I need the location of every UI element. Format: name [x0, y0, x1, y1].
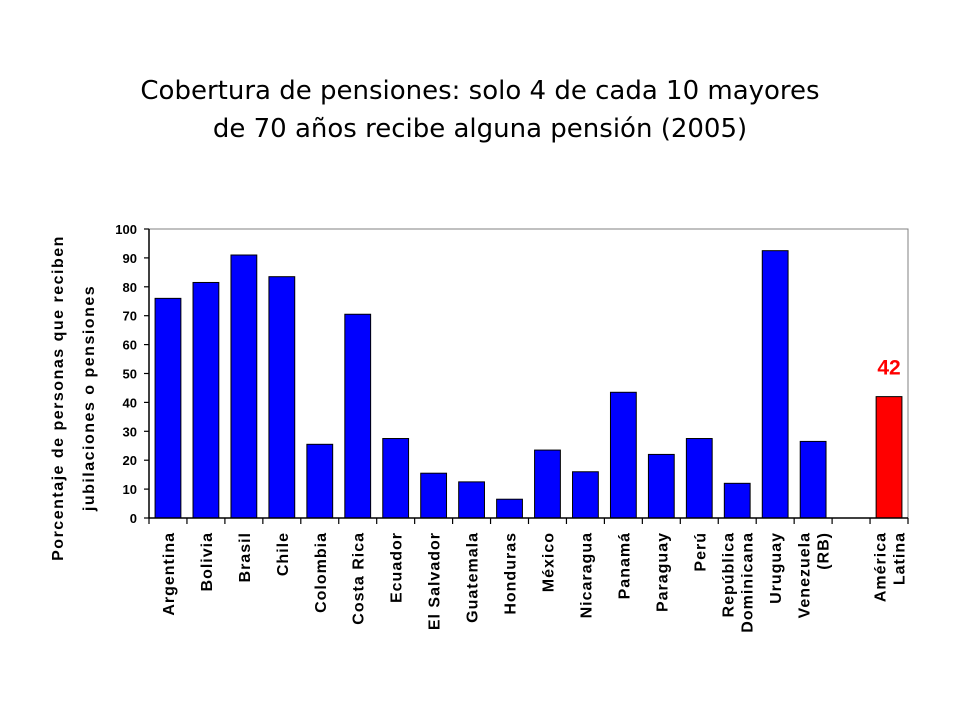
x-tick-label: Paraguay [654, 532, 671, 612]
y-axis-label: Porcentaje de personas que reciben jubil… [50, 235, 98, 561]
y-axis-label-line-2: jubilaciones o pensiones [81, 285, 98, 512]
x-tick-label: Brasil [237, 532, 254, 582]
y-tick-label: 100 [115, 222, 137, 237]
bar [458, 481, 485, 519]
bar [799, 440, 827, 519]
x-tick-label: América [873, 532, 890, 602]
y-tick-label: 20 [123, 453, 137, 468]
y-tick-label: 30 [123, 424, 137, 439]
x-tick-label: Argentina [161, 532, 178, 616]
x-tick-label: Guatemala [465, 532, 482, 623]
x-tick-label: República [721, 532, 738, 617]
y-tick-label: 80 [123, 280, 137, 295]
x-tick-label: Panamá [616, 532, 633, 599]
bar [647, 453, 675, 519]
x-tick-label: Honduras [503, 532, 520, 615]
bar [534, 449, 561, 519]
x-tick-label: Perú [692, 532, 709, 572]
y-tick-label: 10 [123, 482, 137, 497]
bar [192, 281, 220, 519]
y-tick-label: 60 [123, 338, 137, 353]
bar [609, 391, 637, 519]
x-tick-label: Dominicana [740, 532, 757, 633]
x-tick-label: Chile [275, 532, 292, 576]
bar [306, 443, 334, 519]
x-tick-label: México [540, 532, 557, 592]
y-tick-label: 70 [123, 309, 137, 324]
x-tick-label: Ecuador [389, 532, 406, 603]
bar-highlight [875, 396, 903, 519]
plot-frame [148, 228, 909, 519]
x-tick-label: Bolivia [199, 532, 216, 591]
x-tick-label: Latina [892, 532, 909, 585]
bar [572, 471, 599, 519]
bar [382, 438, 410, 519]
bar [420, 472, 448, 519]
bar [344, 313, 372, 519]
y-tick-label: 0 [130, 511, 137, 526]
bar [154, 297, 182, 519]
data-label-highlight: 42 [877, 357, 900, 380]
x-tick-label: Costa Rica [351, 532, 368, 625]
y-tick-label: 50 [123, 367, 137, 382]
x-tick-label: (RB) [816, 532, 833, 570]
chart-title: Cobertura de pensiones: solo 4 de cada 1… [0, 72, 960, 148]
bar [723, 482, 751, 519]
x-tick-label: Nicaragua [578, 532, 595, 618]
bar [230, 254, 258, 519]
y-tick-label: 90 [123, 251, 137, 266]
title-line-2: de 70 años recibe alguna pensión (2005) [212, 114, 748, 144]
bar [268, 276, 296, 519]
y-axis-label-line-1: Porcentaje de personas que reciben [50, 235, 67, 561]
bar [496, 498, 523, 519]
y-tick-label: 40 [123, 395, 137, 410]
bar [761, 250, 789, 519]
bar [685, 438, 713, 519]
x-tick-label: Venezuela [797, 532, 814, 618]
title-line-1: Cobertura de pensiones: solo 4 de cada 1… [140, 76, 820, 106]
x-tick-label: El Salvador [427, 532, 444, 630]
x-tick-label: Uruguay [768, 532, 785, 604]
x-tick-label: Colombia [313, 532, 330, 613]
